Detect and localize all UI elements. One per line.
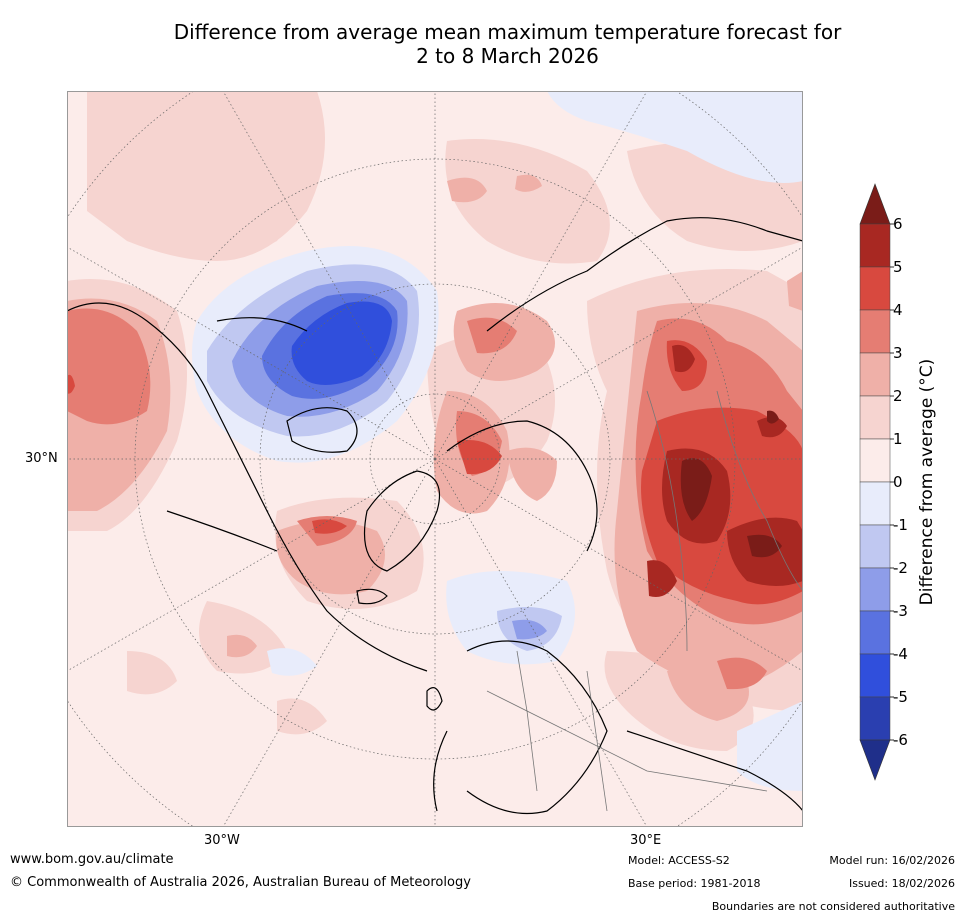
colorbar-band — [859, 696, 891, 741]
colorbar-tick-label: -6 — [893, 731, 908, 749]
europe-coast — [466, 640, 608, 815]
colorbar-band — [859, 524, 891, 569]
map-svg — [67, 91, 803, 827]
colorbar-ticks: 6 5 4 3 2 1 0 -1 -2 -3 -4 -5 -6 — [890, 215, 908, 749]
temperature-anomaly-map — [67, 91, 803, 827]
arctic-islands-coast — [286, 407, 358, 453]
anomaly-minus-5-to-minus-4 — [291, 301, 392, 385]
footer-model-run: Model run: 16/02/2026 — [829, 854, 955, 867]
colorbar-band — [859, 481, 891, 526]
colorbar-tick-label: -5 — [893, 688, 908, 706]
scandinavia-barents-coast — [446, 420, 598, 552]
map-title: Difference from average mean maximum tem… — [60, 20, 955, 68]
colorbar-tick-label: 2 — [893, 387, 903, 405]
colorbar-band — [859, 610, 891, 655]
colorbar-tick-label: 4 — [893, 301, 903, 319]
map-frame — [67, 91, 803, 827]
hudson-bay-coast — [166, 510, 278, 552]
alaska-coast — [216, 317, 308, 332]
colorbar-tick-label: 5 — [893, 258, 903, 276]
iceland-coast — [356, 588, 388, 605]
colorbar-title: Difference from average (°C) — [917, 359, 937, 606]
country-borders — [486, 390, 803, 812]
colorbar-band — [859, 395, 891, 440]
colorbar-band — [859, 653, 891, 698]
colorbar-under-triangle — [859, 739, 891, 781]
colorbar: 6 5 4 3 2 1 0 -1 -2 -3 -4 -5 -6 Difference from aver… — [859, 183, 937, 781]
footer-issued: Issued: 18/02/2026 — [848, 877, 955, 890]
iberia-coast — [433, 730, 448, 812]
colorbar-band — [859, 266, 891, 311]
colorbar-tick-label: 3 — [893, 344, 903, 362]
colorbar-band — [859, 309, 891, 354]
colorbar-band — [859, 223, 891, 268]
lon-label-30w: 30°W — [204, 833, 240, 848]
colorbar-tick-label: -2 — [893, 559, 908, 577]
greenland-coast — [363, 470, 441, 572]
siberia-coast — [486, 217, 803, 332]
footer-base-period: Base period: 1981-2018 — [628, 877, 761, 890]
graticule — [67, 91, 803, 827]
colorbar-tick-label: -1 — [893, 516, 908, 534]
colorbar-tick-label: -4 — [893, 645, 908, 663]
colorbar-tick-label: 6 — [893, 215, 903, 233]
colorbar-band — [859, 352, 891, 397]
title-line-2: 2 to 8 March 2026 — [416, 44, 599, 68]
footer-model: Model: ACCESS-S2 — [628, 854, 730, 867]
coastlines — [67, 217, 803, 815]
anomaly-above-6 — [680, 410, 782, 558]
colorbar-tick-label: 0 — [893, 473, 903, 491]
colorbar-band — [859, 438, 891, 483]
north-america-coast — [67, 302, 428, 672]
asia-south-coast — [626, 730, 803, 812]
footer-website: www.bom.gov.au/climate — [10, 852, 174, 867]
colorbar-tick-label: 1 — [893, 430, 903, 448]
lon-label-30e: 30°E — [630, 833, 662, 848]
colorbar-tick-label: -3 — [893, 602, 908, 620]
title-line-1: Difference from average mean maximum tem… — [173, 20, 842, 44]
colorbar-bands — [859, 183, 891, 781]
britain-coast — [426, 687, 443, 711]
colorbar-band — [859, 567, 891, 612]
colorbar-over-triangle — [859, 183, 891, 225]
lat-label-30n: 30°N — [25, 451, 58, 466]
footer-copyright: © Commonwealth of Australia 2026, Austra… — [10, 875, 471, 890]
footer-disclaimer: Boundaries are not considered authoritat… — [711, 900, 955, 913]
